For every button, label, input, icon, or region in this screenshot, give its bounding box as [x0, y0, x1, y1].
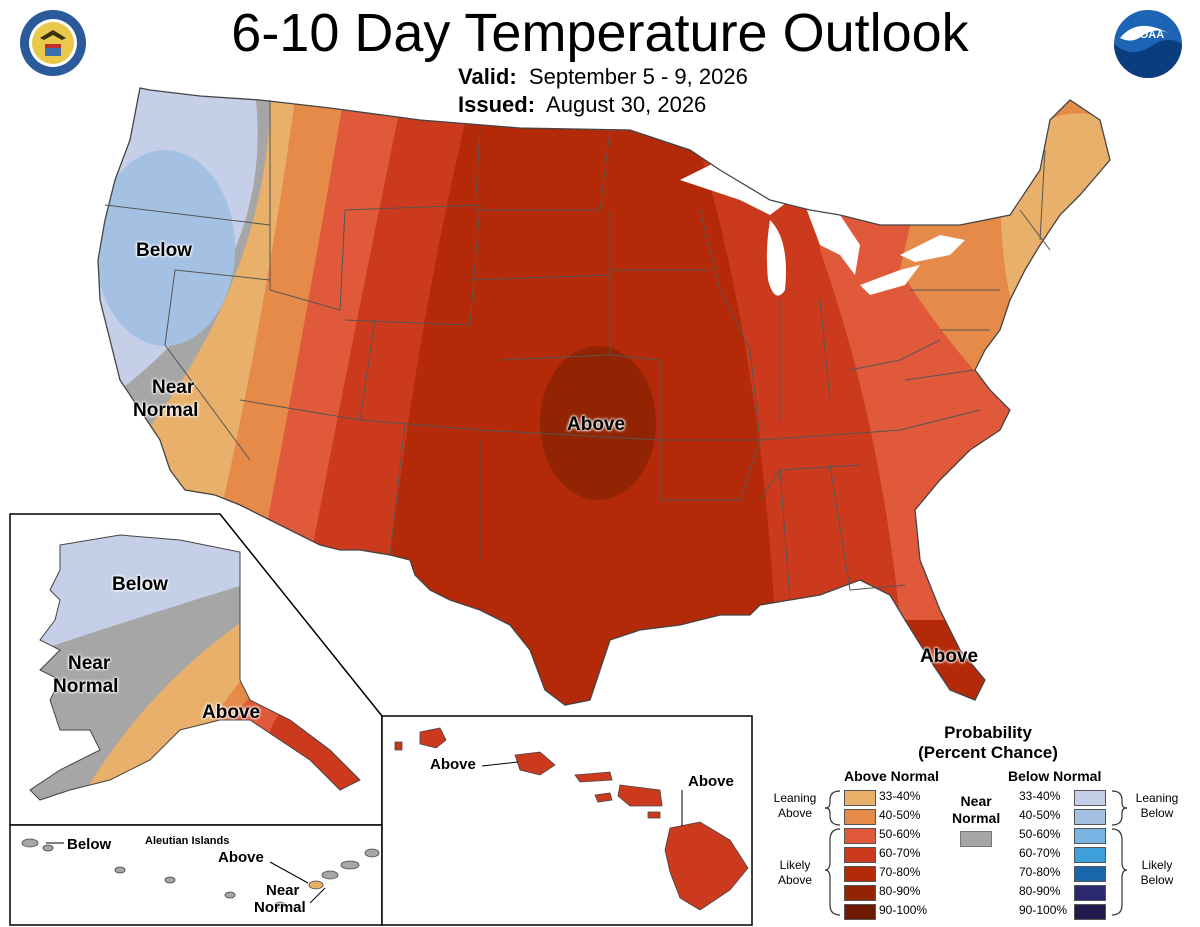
likely-below-text-2: Below: [1140, 873, 1174, 887]
legend-near-swatch: [960, 831, 992, 847]
hawaii-above-label-west: Above: [430, 756, 476, 773]
legend-below-swatch: [1074, 828, 1106, 844]
legend-above-swatch: [844, 885, 876, 901]
legend-above-label: 70-80%: [879, 865, 921, 879]
legend-near-text-2: Normal: [952, 810, 1001, 826]
legend-above-swatch: [844, 828, 876, 844]
legend-below-label: 80-90%: [1019, 884, 1061, 898]
likely-above-text-2: Above: [777, 873, 813, 887]
legend-below-swatch: [1074, 866, 1106, 882]
likely-above-text-1: Likely: [779, 858, 811, 872]
legend-near-text-1: Near: [960, 793, 992, 809]
valid-value: September 5 - 9, 2026: [528, 64, 748, 89]
legend-above-swatch: [844, 790, 876, 806]
legend-above-label: 50-60%: [879, 827, 921, 841]
legend-above-swatch: [844, 866, 876, 882]
svg-text:NOAA: NOAA: [1132, 29, 1164, 41]
conus-near-label-1: Near: [152, 377, 195, 398]
leaning-above-text-1: Leaning: [773, 791, 817, 805]
legend-above-head: Above Normal: [844, 768, 939, 784]
issued-label: Issued:: [458, 92, 536, 117]
legend-above-swatch: [844, 847, 876, 863]
legend-below-swatch: [1074, 885, 1106, 901]
legend-above-swatch: [844, 809, 876, 825]
legend-title-2: (Percent Chance): [918, 743, 1058, 762]
alaska-above-label: Above: [202, 702, 261, 723]
noaa-logo-icon: NOAA: [1114, 10, 1182, 78]
legend-likely-above: Likely Above: [770, 858, 820, 888]
valid-label: Valid:: [458, 64, 517, 89]
legend-above-label: 40-50%: [879, 808, 921, 822]
legend-near-label: Near Normal: [952, 793, 1000, 827]
legend-below-label: 70-80%: [1019, 865, 1061, 879]
conus-below-label: Below: [136, 240, 192, 261]
hawaii-above-label-east: Above: [688, 773, 734, 790]
map-title: 6-10 Day Temperature Outlook: [231, 3, 969, 63]
aleutian-near-label-1: Near: [266, 882, 300, 899]
legend-below-label: 50-60%: [1019, 827, 1061, 841]
legend-above-label: 33-40%: [879, 789, 921, 803]
alaska-near-label-2: Normal: [53, 676, 119, 697]
legend-above-label: 80-90%: [879, 884, 921, 898]
doc-seal-icon: [20, 10, 86, 76]
conus-near-label-2: Normal: [133, 400, 199, 421]
likely-below-text-1: Likely: [1141, 858, 1173, 872]
florida-above-label: Above: [920, 646, 979, 667]
aleutian-above-label: Above: [218, 849, 264, 866]
legend-below-swatch: [1074, 847, 1106, 863]
legend-above-swatch: [844, 904, 876, 920]
alaska-below-label: Below: [112, 574, 168, 595]
legend-below-label: 40-50%: [1019, 808, 1061, 822]
legend-above-label: 90-100%: [879, 903, 928, 917]
aleutian-below-label: Below: [67, 836, 112, 853]
aleutian-near-label-2: Normal: [254, 899, 306, 916]
leaning-below-text-2: Below: [1140, 806, 1174, 820]
valid-line: Valid: September 5 - 9, 2026: [458, 64, 748, 90]
legend-below-label: 60-70%: [1019, 846, 1061, 860]
legend-title-1: Probability: [944, 723, 1032, 742]
legend-leaning-below: Leaning Below: [1132, 791, 1182, 821]
aleutian-title: Aleutian Islands: [145, 835, 230, 847]
legend-likely-below: Likely Below: [1132, 858, 1182, 888]
legend-below-swatch: [1074, 904, 1106, 920]
legend-above-label: 60-70%: [879, 846, 921, 860]
leaning-below-text-1: Leaning: [1135, 791, 1179, 805]
leaning-above-text-2: Above: [777, 806, 813, 820]
legend-below-head: Below Normal: [1008, 768, 1102, 784]
legend-below-swatch: [1074, 790, 1106, 806]
legend-leaning-above: Leaning Above: [770, 791, 820, 821]
issued-value: August 30, 2026: [546, 92, 707, 117]
legend-below-label: 90-100%: [1019, 903, 1068, 917]
issued-line: Issued: August 30, 2026: [458, 92, 706, 118]
conus-above-label: Above: [567, 414, 626, 435]
legend-below-label: 33-40%: [1019, 789, 1061, 803]
alaska-near-label-1: Near: [68, 653, 111, 674]
legend-below-swatch: [1074, 809, 1106, 825]
